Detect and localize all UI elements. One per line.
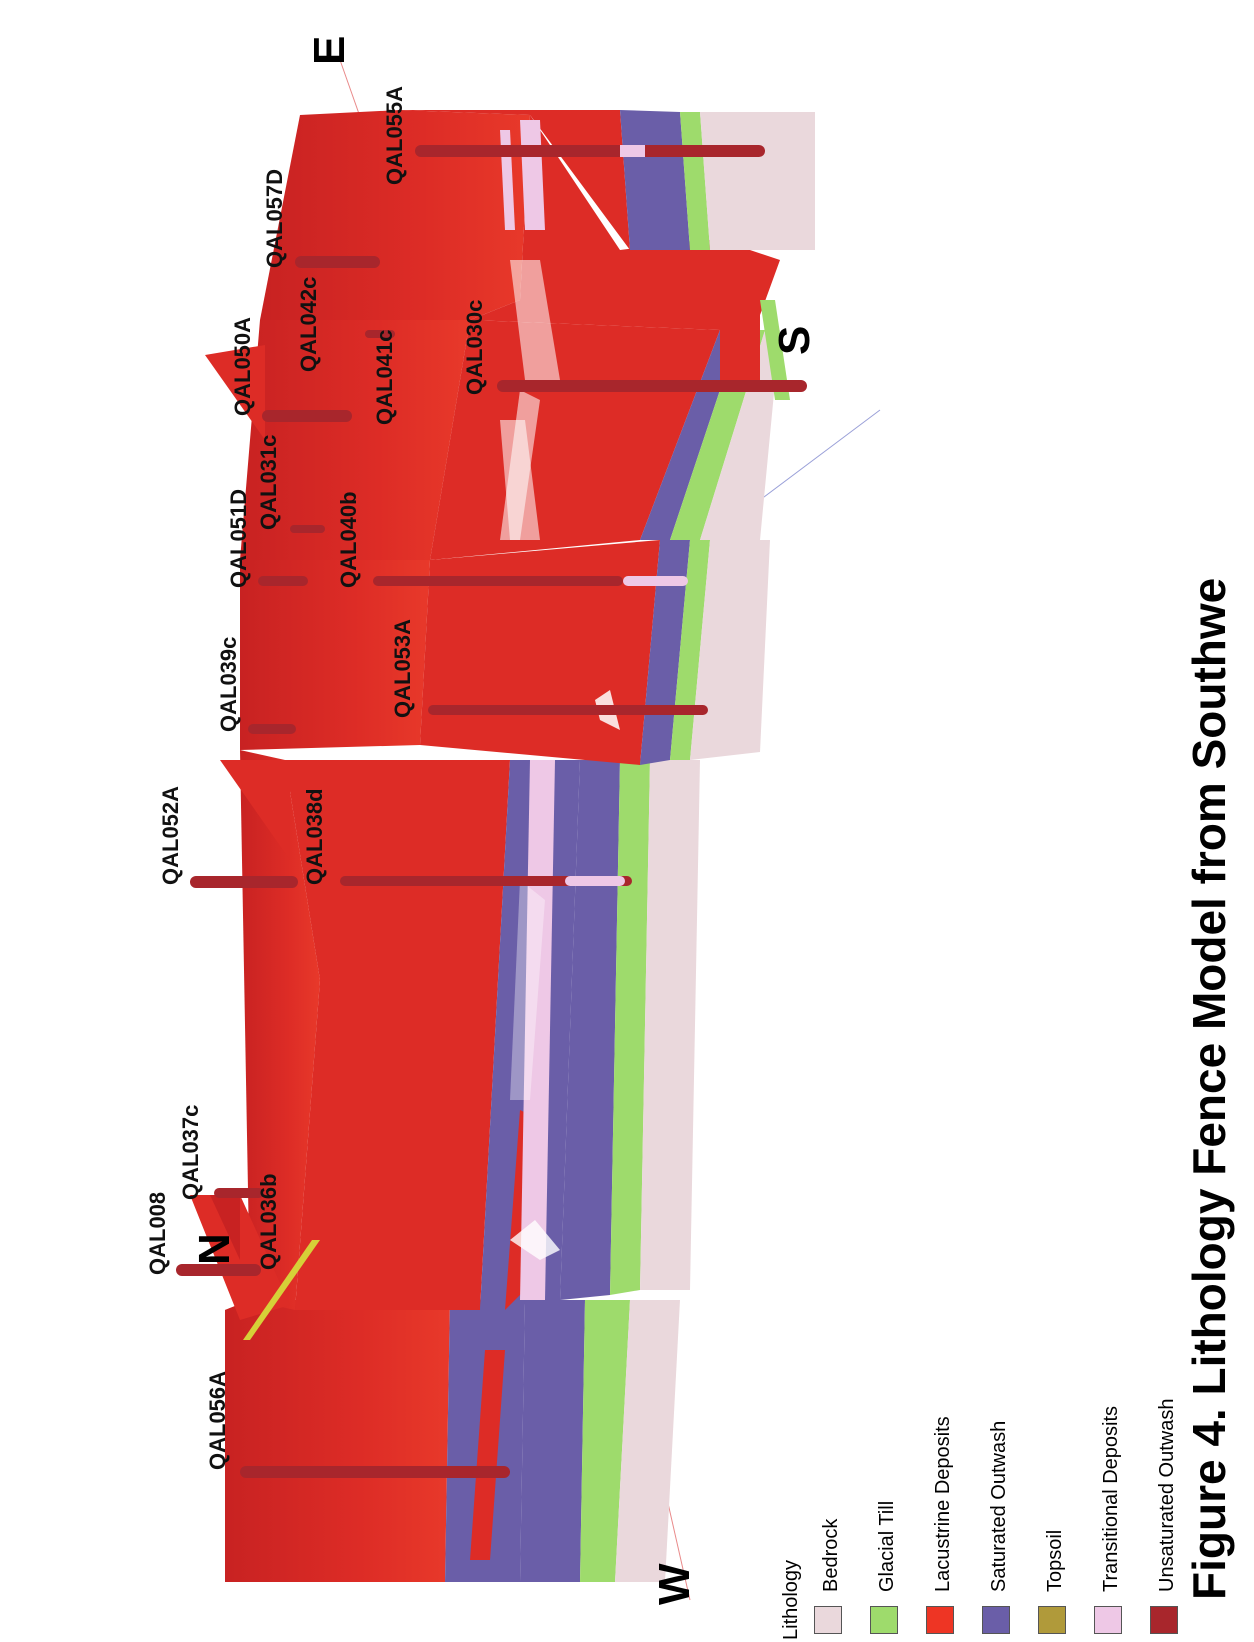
guide-line-s xyxy=(760,410,880,500)
fence-panel-west xyxy=(225,1300,680,1582)
legend-title: Lithology xyxy=(780,1560,803,1640)
well-label-QAL037c: QAL037c xyxy=(178,1105,204,1200)
well-label-QAL055A: QAL055A xyxy=(382,86,408,185)
well-bore-QAL055A-mid xyxy=(620,145,645,157)
legend-label-unsaturated-outwash: Unsaturated Outwash xyxy=(1156,1399,1179,1592)
well-bore-QAL057D xyxy=(295,256,380,268)
well-label-QAL056A: QAL056A xyxy=(205,1371,231,1470)
well-label-QAL040b: QAL040b xyxy=(336,491,362,588)
well-bore-QAL008 xyxy=(176,1264,261,1276)
well-label-QAL030c: QAL030c xyxy=(462,300,488,395)
legend-swatch-bedrock xyxy=(814,1606,842,1634)
legend-label-bedrock: Bedrock xyxy=(820,1519,843,1592)
well-bore-QAL030c xyxy=(497,380,807,392)
well-label-QAL042c: QAL042c xyxy=(296,277,322,372)
legend-swatch-unsaturated-outwash xyxy=(1150,1606,1178,1634)
well-label-QAL051D: QAL051D xyxy=(226,489,252,588)
direction-s: S xyxy=(770,326,820,355)
legend-label-saturated-outwash: Saturated Outwash xyxy=(988,1421,1011,1592)
well-bore-QAL056A xyxy=(240,1466,510,1478)
well-label-QAL053A: QAL053A xyxy=(390,619,416,718)
well-label-QAL052A: QAL052A xyxy=(158,786,184,885)
legend-label-topsoil: Topsoil xyxy=(1044,1530,1067,1592)
direction-e: E xyxy=(305,36,355,65)
well-bore-QAL053A xyxy=(428,705,708,715)
well-bore-QAL031c xyxy=(290,525,325,533)
well-bore-QAL052A xyxy=(190,876,298,888)
well-label-QAL031c: QAL031c xyxy=(256,435,282,530)
direction-w: W xyxy=(650,1563,700,1605)
legend-label-glacial-till: Glacial Till xyxy=(876,1501,899,1592)
well-bore-QAL055A xyxy=(415,145,765,157)
legend-label-transitional-deposits: Transitional Deposits xyxy=(1100,1406,1123,1592)
legend-swatch-glacial-till xyxy=(870,1606,898,1634)
direction-n: N xyxy=(190,1233,240,1265)
well-label-QAL050A: QAL050A xyxy=(230,317,256,416)
well-bore-QAL040b-lower xyxy=(623,576,688,586)
legend-swatch-topsoil xyxy=(1038,1606,1066,1634)
well-bore-QAL040b xyxy=(373,576,623,586)
legend-swatch-lacustrine-deposits xyxy=(926,1606,954,1634)
legend: Lithology Bedrock Glacial Till Lacustrin… xyxy=(780,1300,1200,1640)
legend-swatch-transitional-deposits xyxy=(1094,1606,1122,1634)
well-bore-QAL038d-lower xyxy=(565,876,625,886)
well-label-QAL038d: QAL038d xyxy=(302,788,328,885)
well-label-QAL036b: QAL036b xyxy=(256,1173,282,1270)
well-bore-QAL050A xyxy=(262,410,352,422)
well-label-QAL057D: QAL057D xyxy=(262,169,288,268)
well-bore-QAL039c xyxy=(248,724,296,734)
well-label-QAL008: QAL008 xyxy=(145,1192,171,1275)
well-label-QAL039c: QAL039c xyxy=(216,637,242,732)
well-bore-QAL051D xyxy=(258,576,308,586)
legend-swatch-saturated-outwash xyxy=(982,1606,1010,1634)
legend-label-lacustrine-deposits: Lacustrine Deposits xyxy=(932,1416,955,1592)
well-label-QAL041c: QAL041c xyxy=(372,330,398,425)
